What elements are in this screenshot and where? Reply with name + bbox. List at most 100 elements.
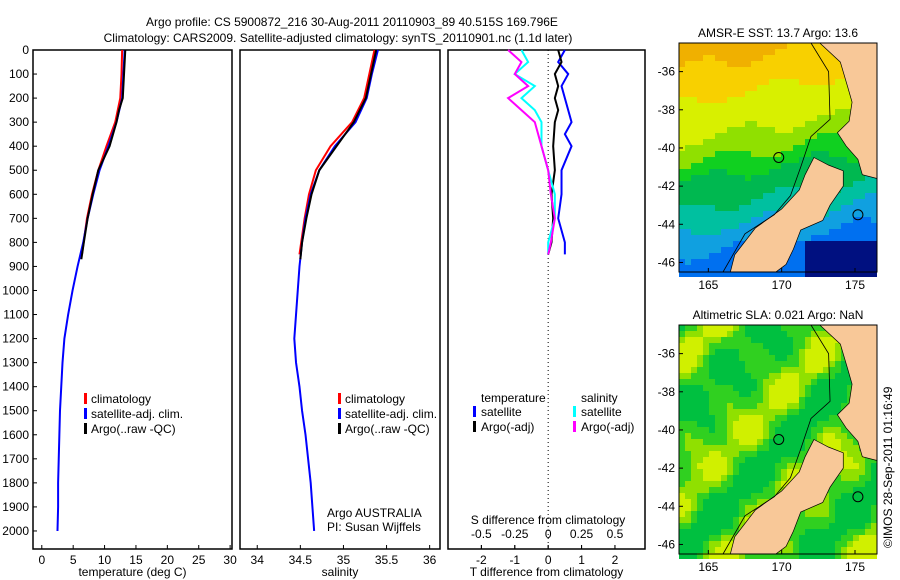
y-tick-label: 1300 — [2, 356, 29, 370]
y-tick-label: 1100 — [3, 308, 29, 322]
x-tick-label: 34 — [251, 553, 265, 567]
s-difference-label: S difference from climatology — [471, 513, 626, 527]
sst-map: AMSR-E SST: 13.7 Argo: 13.6 165 170 175 -36 -… — [658, 26, 878, 292]
lat-tick-label: -46 — [658, 537, 676, 551]
y-tick-label: 200 — [9, 91, 29, 105]
legend-swatch-temp-satellite — [473, 406, 476, 417]
title-line-2: Climatology: CARS2009. Satellite-adjuste… — [104, 31, 573, 45]
y-tick-label: 400 — [9, 139, 29, 153]
difference-panel: -2 -1 0 1 2T difference from climatology -0.5… — [447, 49, 646, 579]
legend-label: satellite — [481, 405, 522, 419]
lat-tick-label: -40 — [658, 141, 676, 155]
y-tick-label: 600 — [9, 187, 29, 201]
x-tick-label: -2 — [476, 553, 487, 567]
eddy-marker — [852, 491, 864, 503]
y-tick-label: 700 — [9, 211, 29, 225]
series-line-temperature-argo-adj- — [547, 49, 563, 255]
x-tick-label: 2 — [612, 553, 619, 567]
y-tick-label: 1700 — [2, 452, 29, 466]
lat-tick-label: -42 — [658, 461, 676, 475]
x-tick-label: 0 — [38, 553, 45, 567]
lon-tick-label: 170 — [772, 278, 792, 292]
x-tick-label: 20 — [161, 553, 175, 567]
series-line-argo-raw-qc- — [80, 49, 127, 260]
series-line-salinity-argo-adj- — [506, 49, 556, 255]
x-tick-label: 10 — [98, 553, 112, 567]
legend-swatch-satellite — [338, 408, 341, 419]
plot-frame — [32, 49, 233, 550]
land — [729, 439, 844, 555]
series-line-satellite-adj-clim- — [293, 49, 379, 532]
legend-label: Argo(..raw -QC) — [345, 422, 430, 436]
legend-label: satellite — [581, 405, 622, 419]
y-tick-label: 1000 — [2, 283, 29, 297]
s-tick-label: 0 — [545, 527, 552, 541]
temperature-panel: 0 5 10 15 20 25 30 temperature (deg C) 0 100 200 30… — [2, 43, 237, 579]
legend-swatch-argo — [338, 423, 341, 434]
y-tick-label: 0 — [22, 43, 29, 57]
legend-swatch-sal-argo — [573, 421, 576, 432]
y-tick-label: 900 — [9, 259, 29, 273]
x-tick-label: 35 — [337, 553, 351, 567]
y-tick-label: 1400 — [2, 380, 29, 394]
legend-title-salinity: salinity — [581, 391, 618, 405]
x-tick-label: 34.5 — [289, 553, 313, 567]
plot-frame — [239, 49, 441, 550]
pi-label: PI: Susan Wijffels — [327, 520, 421, 534]
lon-tick-label: 175 — [845, 560, 865, 574]
y-tick-label: 100 — [9, 67, 29, 81]
legend-label: climatology — [91, 392, 151, 406]
lon-tick-label: 175 — [845, 278, 865, 292]
legend-swatch-temp-argo — [473, 421, 476, 432]
y-tick-label: 1900 — [2, 500, 29, 514]
y-tick-label: 1500 — [2, 404, 29, 418]
x-tick-label: 0 — [545, 553, 552, 567]
x-axis-label: T difference from climatology — [470, 565, 624, 579]
s-tick-label: 0.5 — [607, 527, 624, 541]
map-frame — [678, 42, 878, 273]
x-tick-label: 25 — [192, 553, 206, 567]
y-tick-label: 2000 — [2, 524, 29, 538]
salinity-panel: 34 34.5 35 35.5 36 salinity — [239, 49, 441, 579]
temperature-legend: climatology satellite-adj. clim. Argo(..… — [84, 392, 183, 436]
legend-swatch-climatology — [338, 393, 341, 404]
y-tick-label: 800 — [9, 235, 29, 249]
y-tick-label: 1800 — [2, 476, 29, 490]
legend-label: Argo(..raw -QC) — [91, 422, 176, 436]
salinity-legend: climatology satellite-adj. clim. Argo(..… — [327, 392, 437, 534]
legend-title-temperature: temperature — [481, 391, 546, 405]
lat-tick-label: -40 — [658, 423, 676, 437]
s-tick-label: 0.25 — [570, 527, 594, 541]
lat-tick-label: -42 — [658, 179, 676, 193]
lon-tick-label: 165 — [698, 278, 718, 292]
lat-tick-label: -46 — [658, 255, 676, 269]
y-tick-label: 1600 — [2, 428, 29, 442]
argo-country-label: Argo AUSTRALIA — [327, 506, 422, 520]
s-tick-label: -0.25 — [501, 527, 529, 541]
lat-tick-label: -44 — [658, 499, 676, 513]
x-tick-label: 30 — [223, 553, 237, 567]
argo-location-marker — [773, 152, 785, 163]
isobath — [722, 42, 831, 273]
map-frame — [678, 324, 878, 555]
map-title: Altimetric SLA: 0.021 Argo: NaN — [693, 308, 864, 322]
legend-label: satellite-adj. clim. — [91, 407, 183, 421]
eddy-marker — [852, 209, 864, 221]
x-axis-label: salinity — [322, 565, 359, 579]
lat-tick-label: -36 — [658, 347, 676, 361]
credit-label: ©IMOS 28-Sep-2011 01:16:49 — [881, 386, 895, 548]
legend-label: satellite-adj. clim. — [345, 407, 437, 421]
x-tick-label: 5 — [70, 553, 77, 567]
map-title: AMSR-E SST: 13.7 Argo: 13.6 — [698, 26, 858, 40]
lon-tick-label: 170 — [772, 560, 792, 574]
sla-map: Altimetric SLA: 0.021 Argo: NaN 165 170 175… — [658, 308, 878, 574]
legend-swatch-climatology — [84, 393, 87, 404]
lat-tick-label: -38 — [658, 103, 676, 117]
title-line-1: Argo profile: CS 5900872_216 30-Aug-2011… — [146, 15, 558, 29]
plot-frame — [447, 49, 646, 550]
series-line-temperature-satellite — [556, 49, 573, 255]
x-tick-label: -1 — [509, 553, 520, 567]
land — [729, 157, 844, 273]
y-tick-label: 500 — [9, 163, 29, 177]
